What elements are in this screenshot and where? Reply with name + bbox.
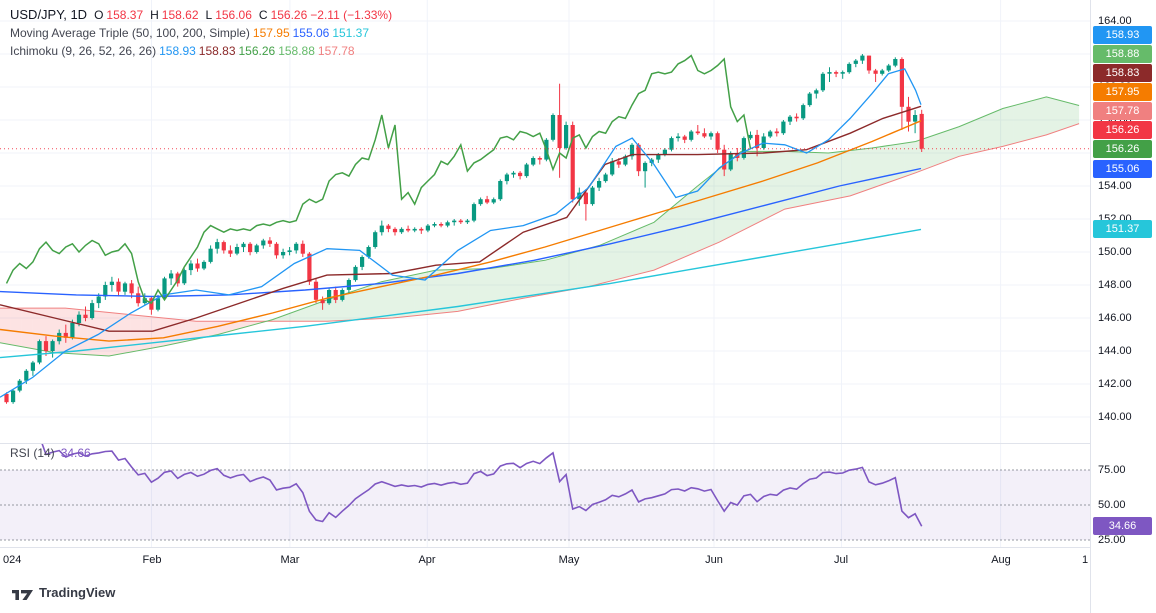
tradingview-logo[interactable]: TradingView <box>12 585 115 600</box>
time-label: Jul <box>833 554 849 566</box>
price-badge: 156.26 <box>1093 140 1152 158</box>
rsi-tick: 75.00 <box>1098 464 1126 476</box>
ichimoku-value: 158.88 <box>278 44 315 58</box>
price-tick: 150.00 <box>1098 246 1132 258</box>
rsi-tick: 25.00 <box>1098 534 1126 546</box>
price-tick: 142.00 <box>1098 378 1132 390</box>
time-label: Jun <box>705 554 723 566</box>
time-label: May <box>558 554 580 566</box>
price-tick: 154.00 <box>1098 180 1132 192</box>
ichimoku-values: 158.93 158.83 156.26 158.88 157.78 <box>156 44 355 58</box>
ma-value: 157.95 <box>252 26 290 40</box>
main-chart-canvas[interactable] <box>0 0 1090 443</box>
ichimoku-legend[interactable]: Ichimoku (9, 26, 52, 26, 26) 158.93 158.83… <box>10 42 392 60</box>
ohlc-label: L <box>205 8 213 22</box>
ma-value: 151.37 <box>332 26 370 40</box>
ohlc-label: C <box>258 8 268 22</box>
rsi-value: 34.66 <box>60 446 91 460</box>
price-badge: 158.88 <box>1093 45 1152 63</box>
ohlc-values: O 158.37 H 158.62 L 156.06 C 156.26 −2.11 (−1.33… <box>87 8 392 22</box>
footer: TradingView <box>0 572 1156 613</box>
ma-legend[interactable]: Moving Average Triple (50, 100, 200, Sim… <box>10 24 392 42</box>
ma-value: 155.06 <box>292 26 330 40</box>
price-badge: 155.06 <box>1093 160 1152 178</box>
price-tick: 144.00 <box>1098 345 1132 357</box>
ichimoku-value: 158.83 <box>198 44 236 58</box>
price-tick: 140.00 <box>1098 411 1132 423</box>
price-badge: 156.26 <box>1093 121 1152 139</box>
price-badge: 158.93 <box>1093 26 1152 44</box>
price-badge: 157.78 <box>1093 102 1152 120</box>
time-label: Mar <box>280 554 300 566</box>
ohlc-value: 156.26 <box>270 8 308 22</box>
ichimoku-value: 158.93 <box>159 44 196 58</box>
ichimoku-title: Ichimoku (9, 26, 52, 26, 26) <box>10 44 157 58</box>
price-badge: 151.37 <box>1093 220 1152 238</box>
price-tick: 164.00 <box>1098 15 1132 27</box>
ohlc-label: O <box>94 8 104 22</box>
price-axis[interactable]: 164.00162.00160.00158.00156.00154.00152.… <box>1090 0 1156 613</box>
ma-values: 157.95 155.06 151.37 <box>250 26 369 40</box>
ohlc-label: H <box>150 8 159 22</box>
ma-title: Moving Average Triple (50, 100, 200, Sim… <box>10 26 250 40</box>
time-label: 1 <box>1081 554 1089 566</box>
chart-legend: USD/JPY, 1D O 158.37 H 158.62 L 156.06 C 156.26−… <box>10 6 392 60</box>
rsi-legend[interactable]: RSI (14) 34.66 <box>10 446 91 460</box>
rsi-badge: 34.66 <box>1093 517 1152 535</box>
symbol-title: USD/JPY, 1D <box>10 7 88 22</box>
time-label: Apr <box>418 554 436 566</box>
price-tick: 146.00 <box>1098 312 1132 324</box>
ichimoku-value: 156.26 <box>238 44 276 58</box>
price-badge: 158.83 <box>1093 64 1152 82</box>
rsi-title: RSI (14) <box>10 446 55 460</box>
tradingview-logo-icon <box>12 589 33 600</box>
price-tick: 148.00 <box>1098 279 1132 291</box>
pane-divider[interactable] <box>0 443 1090 444</box>
rsi-tick: 50.00 <box>1098 499 1126 511</box>
change-value: −2.11 (−1.33%) <box>310 8 393 22</box>
price-badge: 157.95 <box>1093 83 1152 101</box>
ohlc-value: 158.37 <box>106 8 144 22</box>
symbol-legend[interactable]: USD/JPY, 1D O 158.37 H 158.62 L 156.06 C 156.26−… <box>10 6 392 24</box>
rsi-chart-canvas[interactable] <box>0 443 1090 547</box>
time-axis[interactable]: 024 Feb Mar Apr May Jun Jul Aug 1 <box>0 547 1090 573</box>
tradingview-wordmark: TradingView <box>39 585 116 600</box>
time-label: Feb <box>142 554 162 566</box>
ohlc-value: 156.06 <box>215 8 252 22</box>
ichimoku-value: 157.78 <box>317 44 355 58</box>
ohlc-value: 158.62 <box>161 8 199 22</box>
time-label: 024 <box>3 554 22 566</box>
time-label: Aug <box>991 554 1011 566</box>
